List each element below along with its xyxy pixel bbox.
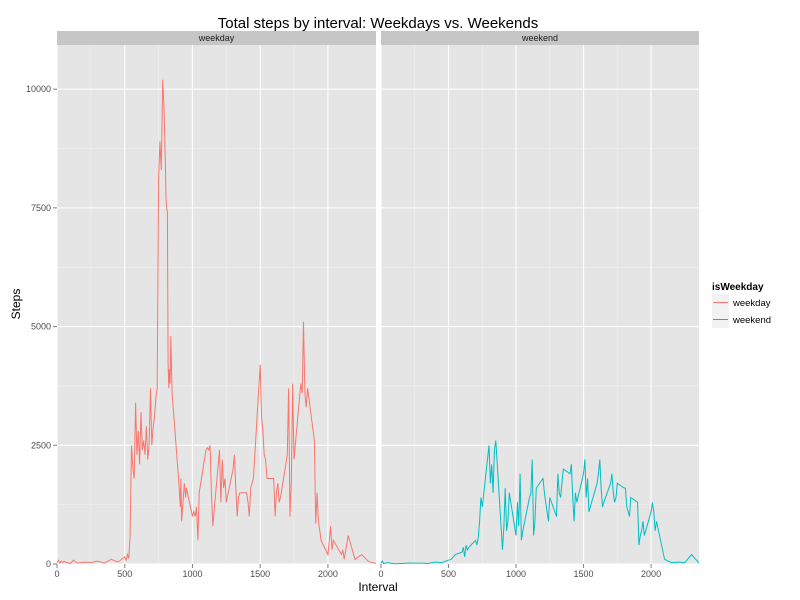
gridlines-weekday bbox=[56, 45, 376, 565]
x-tick-labels-weekend: 0 500 1000 1500 2000 bbox=[378, 564, 661, 579]
x-tick-label: 2000 bbox=[318, 569, 338, 579]
plot-area-weekend bbox=[381, 45, 699, 564]
x-tick-label: 0 bbox=[378, 569, 383, 579]
series-line-weekend bbox=[380, 440, 700, 565]
strip-label-weekday: weekday bbox=[198, 33, 235, 43]
gridlines-weekend bbox=[380, 45, 699, 565]
strip-weekend bbox=[381, 31, 699, 45]
x-tick-labels-weekday: 0 500 1000 1500 2000 bbox=[54, 564, 338, 579]
panel-weekend: weekend 0 500 1000 1500 2000 bbox=[378, 31, 700, 579]
panel-weekday: weekday 0 500 1000 1500 2000 bbox=[54, 31, 377, 579]
legend-label-weekday: weekday bbox=[732, 298, 771, 309]
x-tick-label: 500 bbox=[441, 569, 456, 579]
chart-title: Total steps by interval: Weekdays vs. We… bbox=[218, 15, 538, 32]
series-line-weekday bbox=[56, 79, 377, 565]
x-axis-label: Interval bbox=[358, 580, 397, 594]
y-tick-label: 2500 bbox=[31, 440, 51, 450]
legend-title: isWeekday bbox=[712, 282, 764, 293]
x-tick-label: 1500 bbox=[250, 569, 270, 579]
strip-weekday bbox=[57, 31, 376, 45]
x-tick-label: 500 bbox=[117, 569, 132, 579]
x-tick-label: 0 bbox=[54, 569, 59, 579]
legend-item-weekday: weekday bbox=[712, 294, 771, 311]
y-tick-label: 10000 bbox=[26, 84, 51, 94]
plot-area-weekday bbox=[57, 45, 376, 564]
x-tick-label: 1500 bbox=[574, 569, 594, 579]
strip-label-weekend: weekend bbox=[521, 33, 558, 43]
x-tick-label: 1000 bbox=[506, 569, 526, 579]
legend-item-weekend: weekend bbox=[712, 311, 771, 328]
y-axis-label: Steps bbox=[9, 289, 23, 320]
y-tick-label: 0 bbox=[46, 559, 51, 569]
x-tick-label: 2000 bbox=[641, 569, 661, 579]
legend-label-weekend: weekend bbox=[732, 315, 771, 326]
x-tick-label: 1000 bbox=[182, 569, 202, 579]
y-tick-label: 5000 bbox=[31, 322, 51, 332]
y-tick-labels: 0 2500 5000 7500 10000 bbox=[26, 84, 57, 569]
y-tick-label: 7500 bbox=[31, 203, 51, 213]
legend: isWeekday weekday weekend bbox=[712, 282, 771, 328]
